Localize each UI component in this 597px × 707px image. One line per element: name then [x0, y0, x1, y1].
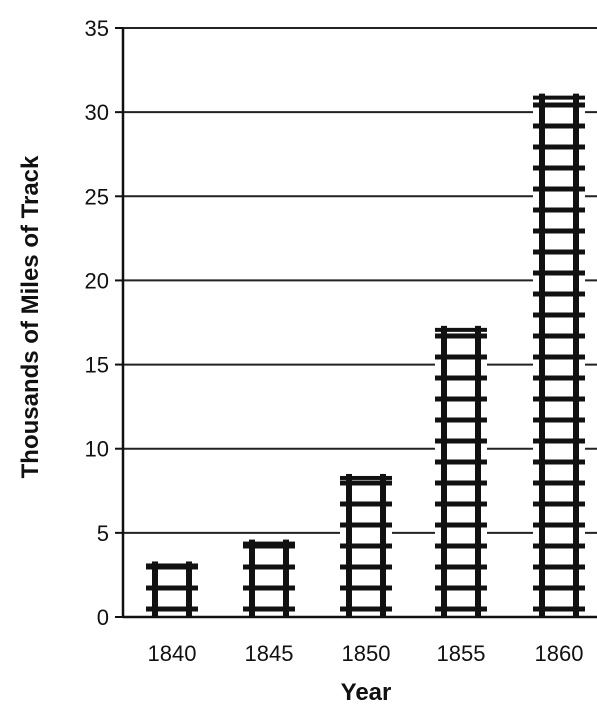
track-tie — [533, 123, 585, 129]
tick-labels: 0 5 10 15 20 25 30 35 1840 1845 1850 1855 1860 — [85, 16, 584, 666]
track-tie — [340, 606, 392, 612]
bar-1855 — [435, 325, 487, 617]
track-tie — [435, 501, 487, 507]
axes — [121, 28, 597, 619]
track-tie — [340, 475, 392, 480]
track-tie — [533, 606, 585, 612]
track-rail — [539, 93, 545, 618]
y-tick-label: 0 — [97, 605, 109, 630]
track-tie — [435, 585, 487, 591]
track-tie — [533, 459, 585, 465]
track-tie — [435, 354, 487, 360]
track-rail — [441, 325, 447, 617]
y-tick-label: 30 — [85, 100, 109, 125]
track-tie — [533, 312, 585, 318]
track-tie — [435, 606, 487, 612]
track-tie — [533, 291, 585, 297]
track-tie — [533, 228, 585, 234]
track-tie — [435, 438, 487, 444]
track-tie — [340, 543, 392, 549]
track-rail — [152, 561, 158, 617]
y-tick-label: 25 — [85, 184, 109, 209]
track-tie — [533, 333, 585, 339]
x-tick-label: 1850 — [342, 641, 391, 666]
track-tie — [533, 95, 585, 100]
x-tick-label: 1840 — [148, 641, 197, 666]
track-tie — [533, 186, 585, 192]
track-tie — [340, 522, 392, 528]
track-tie — [435, 543, 487, 549]
track-tie — [340, 501, 392, 507]
track-tie — [243, 564, 295, 570]
y-axis-title: Thousands of Miles of Track — [17, 155, 44, 478]
track-tie — [533, 480, 585, 486]
x-axis-title: Year — [341, 679, 392, 706]
track-tie — [533, 501, 585, 507]
y-tick-label: 10 — [85, 437, 109, 462]
track-tie — [533, 396, 585, 402]
x-tick-label: 1855 — [437, 641, 486, 666]
track-tie — [435, 375, 487, 381]
track-tie — [435, 522, 487, 528]
y-tick-label: 15 — [85, 353, 109, 378]
track-tie — [435, 417, 487, 423]
track-tie — [533, 585, 585, 591]
track-tie — [533, 438, 585, 444]
track-tie — [340, 480, 392, 486]
bar-1850 — [340, 473, 392, 617]
track-tie — [146, 606, 198, 612]
gridlines — [115, 27, 597, 618]
track-tie — [435, 327, 487, 332]
track-tie — [533, 144, 585, 150]
track-tie — [243, 606, 295, 612]
track-tie — [340, 564, 392, 570]
track-rail — [186, 561, 192, 617]
track-tie — [146, 563, 198, 568]
track-tie — [146, 585, 198, 591]
track-tie — [243, 543, 295, 549]
track-tie — [533, 165, 585, 171]
track-tie — [243, 585, 295, 591]
x-tick-label: 1845 — [245, 641, 294, 666]
track-rail — [475, 325, 481, 617]
track-tie — [435, 333, 487, 339]
track-tie — [533, 249, 585, 255]
track-tie — [533, 522, 585, 528]
y-tick-label: 35 — [85, 16, 109, 41]
track-tie — [340, 585, 392, 591]
bars — [146, 93, 585, 618]
track-tie — [533, 207, 585, 213]
track-rail — [573, 93, 579, 618]
track-rail — [283, 539, 289, 617]
track-tie — [533, 354, 585, 360]
track-rail — [346, 473, 352, 617]
track-tie — [533, 375, 585, 381]
track-rail — [380, 473, 386, 617]
track-tie — [243, 541, 295, 546]
track-tie — [533, 270, 585, 276]
y-tick-label: 5 — [97, 521, 109, 546]
track-tie — [533, 417, 585, 423]
track-tie — [533, 543, 585, 549]
track-tie — [533, 564, 585, 570]
x-tick-label: 1860 — [535, 641, 584, 666]
track-rail — [249, 539, 255, 617]
bar-1860 — [533, 93, 585, 618]
track-tie — [533, 102, 585, 108]
track-tie — [435, 396, 487, 402]
y-tick-label: 20 — [85, 268, 109, 293]
track-tie — [435, 480, 487, 486]
track-tie — [435, 564, 487, 570]
bar-1845 — [243, 539, 295, 617]
bar-1840 — [146, 561, 198, 617]
track-tie — [435, 459, 487, 465]
